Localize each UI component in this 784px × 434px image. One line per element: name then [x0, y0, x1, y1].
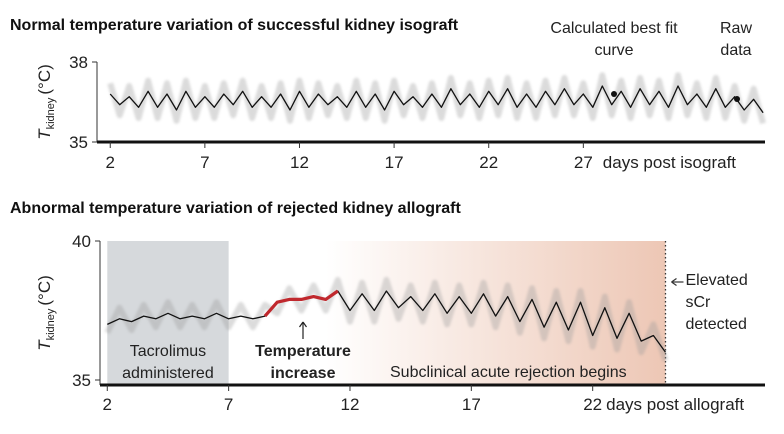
raw-data-line — [104, 276, 669, 362]
y-tick-label: 35 — [69, 133, 88, 152]
x-tick-label: 17 — [462, 395, 481, 414]
y-label-unit: (°C) — [35, 64, 54, 94]
x-tick-label: 22 — [583, 395, 602, 414]
y-label-symbol: T — [35, 339, 54, 351]
fit-line — [109, 85, 764, 114]
x-tick-label: 27 — [574, 153, 593, 172]
annotation: Temperature increase — [255, 343, 351, 382]
x-tick-label: 2 — [106, 153, 115, 172]
fit-line — [107, 290, 667, 353]
y-label-symbol: T — [35, 128, 54, 140]
annotation-arrowhead — [299, 321, 307, 328]
x-tick-label: 2 — [103, 395, 112, 414]
y-label-subscript: kidney — [45, 308, 57, 340]
event-arrowhead — [671, 278, 677, 286]
x-tick-label: 7 — [200, 153, 209, 172]
x-tick-label: 7 — [224, 395, 233, 414]
region-label: Subclinical acute rejection begins — [390, 364, 627, 381]
raw-data-line — [107, 72, 766, 125]
x-axis-label: days post allograft — [606, 395, 744, 414]
region-label: Tacrolimus administered — [122, 343, 214, 382]
y-label-subscript: kidney — [45, 97, 57, 129]
x-tick-label: 22 — [479, 153, 498, 172]
y-tick-label: 40 — [72, 232, 91, 251]
y-tick-label: 38 — [69, 53, 88, 72]
y-tick-label: 35 — [72, 371, 91, 390]
chart-title: Normal temperature variation of successf… — [10, 17, 459, 34]
series-label: Raw data — [719, 20, 752, 59]
y-axis-label: Tkidney (°C) — [35, 64, 57, 140]
series-label: Calculated best fit curve — [550, 20, 678, 59]
x-tick-label: 17 — [385, 153, 404, 172]
x-axis-label: days post isograft — [603, 153, 737, 172]
x-tick-label: 12 — [290, 153, 309, 172]
pointer-dot — [734, 96, 740, 102]
chart-title: Abnormal temperature variation of reject… — [10, 200, 461, 217]
pointer-dot — [611, 91, 617, 97]
fit-line — [263, 289, 339, 318]
y-label-unit: (°C) — [35, 275, 54, 305]
x-tick-label: 12 — [341, 395, 360, 414]
y-axis-label: Tkidney (°C) — [35, 275, 57, 351]
event-label: Elevated sCr detected — [685, 272, 748, 333]
